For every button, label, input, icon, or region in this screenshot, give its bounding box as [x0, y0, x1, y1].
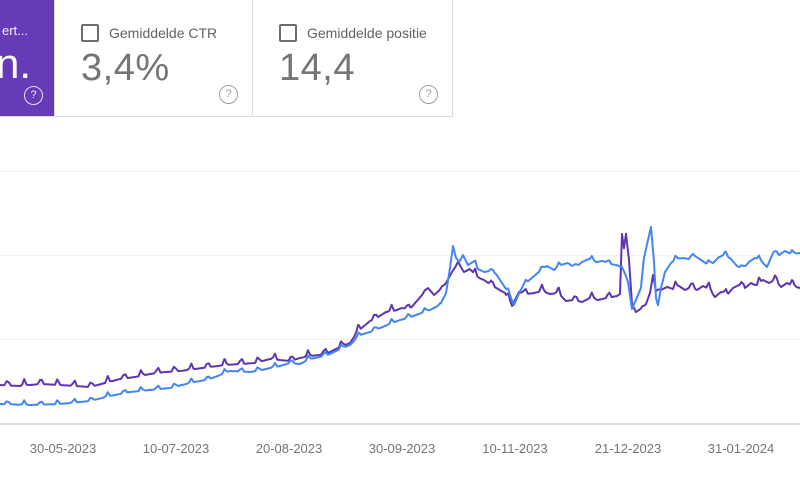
- gridline: [0, 339, 800, 340]
- ctr-card-header: Gemiddelde CTR: [81, 24, 217, 42]
- ctr-card-label: Gemiddelde CTR: [109, 25, 218, 41]
- help-icon[interactable]: ?: [419, 85, 438, 104]
- help-icon[interactable]: ?: [219, 85, 238, 104]
- help-icon[interactable]: ?: [24, 86, 43, 105]
- x-axis-tick-label: 31-01-2024: [707, 441, 775, 456]
- metric-cards-row: ert... n. ? Gemiddelde CTR 3,4% ? Gemidd…: [0, 0, 453, 117]
- x-axis-tick-label: 20-08-2023: [255, 441, 323, 456]
- gridline: [0, 255, 800, 256]
- x-axis-line: [0, 423, 800, 425]
- x-axis-tick-label: 30-09-2023: [368, 441, 436, 456]
- metric-card-average-position[interactable]: Gemiddelde positie 14,4 ?: [253, 0, 453, 117]
- metric-card-impressions-selected[interactable]: ert... n. ?: [0, 0, 55, 117]
- ctr-checkbox[interactable]: [81, 24, 99, 42]
- impressions-card-value-truncated: n.: [0, 40, 32, 87]
- position-card-label: Gemiddelde positie: [307, 25, 427, 41]
- ctr-card-value: 3,4%: [81, 47, 170, 89]
- position-card-header: Gemiddelde positie: [279, 24, 427, 42]
- gridline: [0, 171, 800, 172]
- series-line-impressions: [0, 232, 800, 388]
- metric-card-average-ctr[interactable]: Gemiddelde CTR 3,4% ?: [55, 0, 253, 117]
- series-line-clicks: [0, 226, 800, 406]
- x-axis-tick-label: 10-11-2023: [482, 441, 548, 456]
- position-checkbox[interactable]: [279, 24, 297, 42]
- impressions-card-label-truncated: ert...: [2, 23, 29, 38]
- x-axis-tick-label: 21-12-2023: [594, 441, 662, 456]
- x-axis-tick-label: 10-07-2023: [142, 441, 210, 456]
- position-card-value: 14,4: [279, 47, 355, 89]
- x-axis-tick-label: 30-05-2023: [29, 441, 97, 456]
